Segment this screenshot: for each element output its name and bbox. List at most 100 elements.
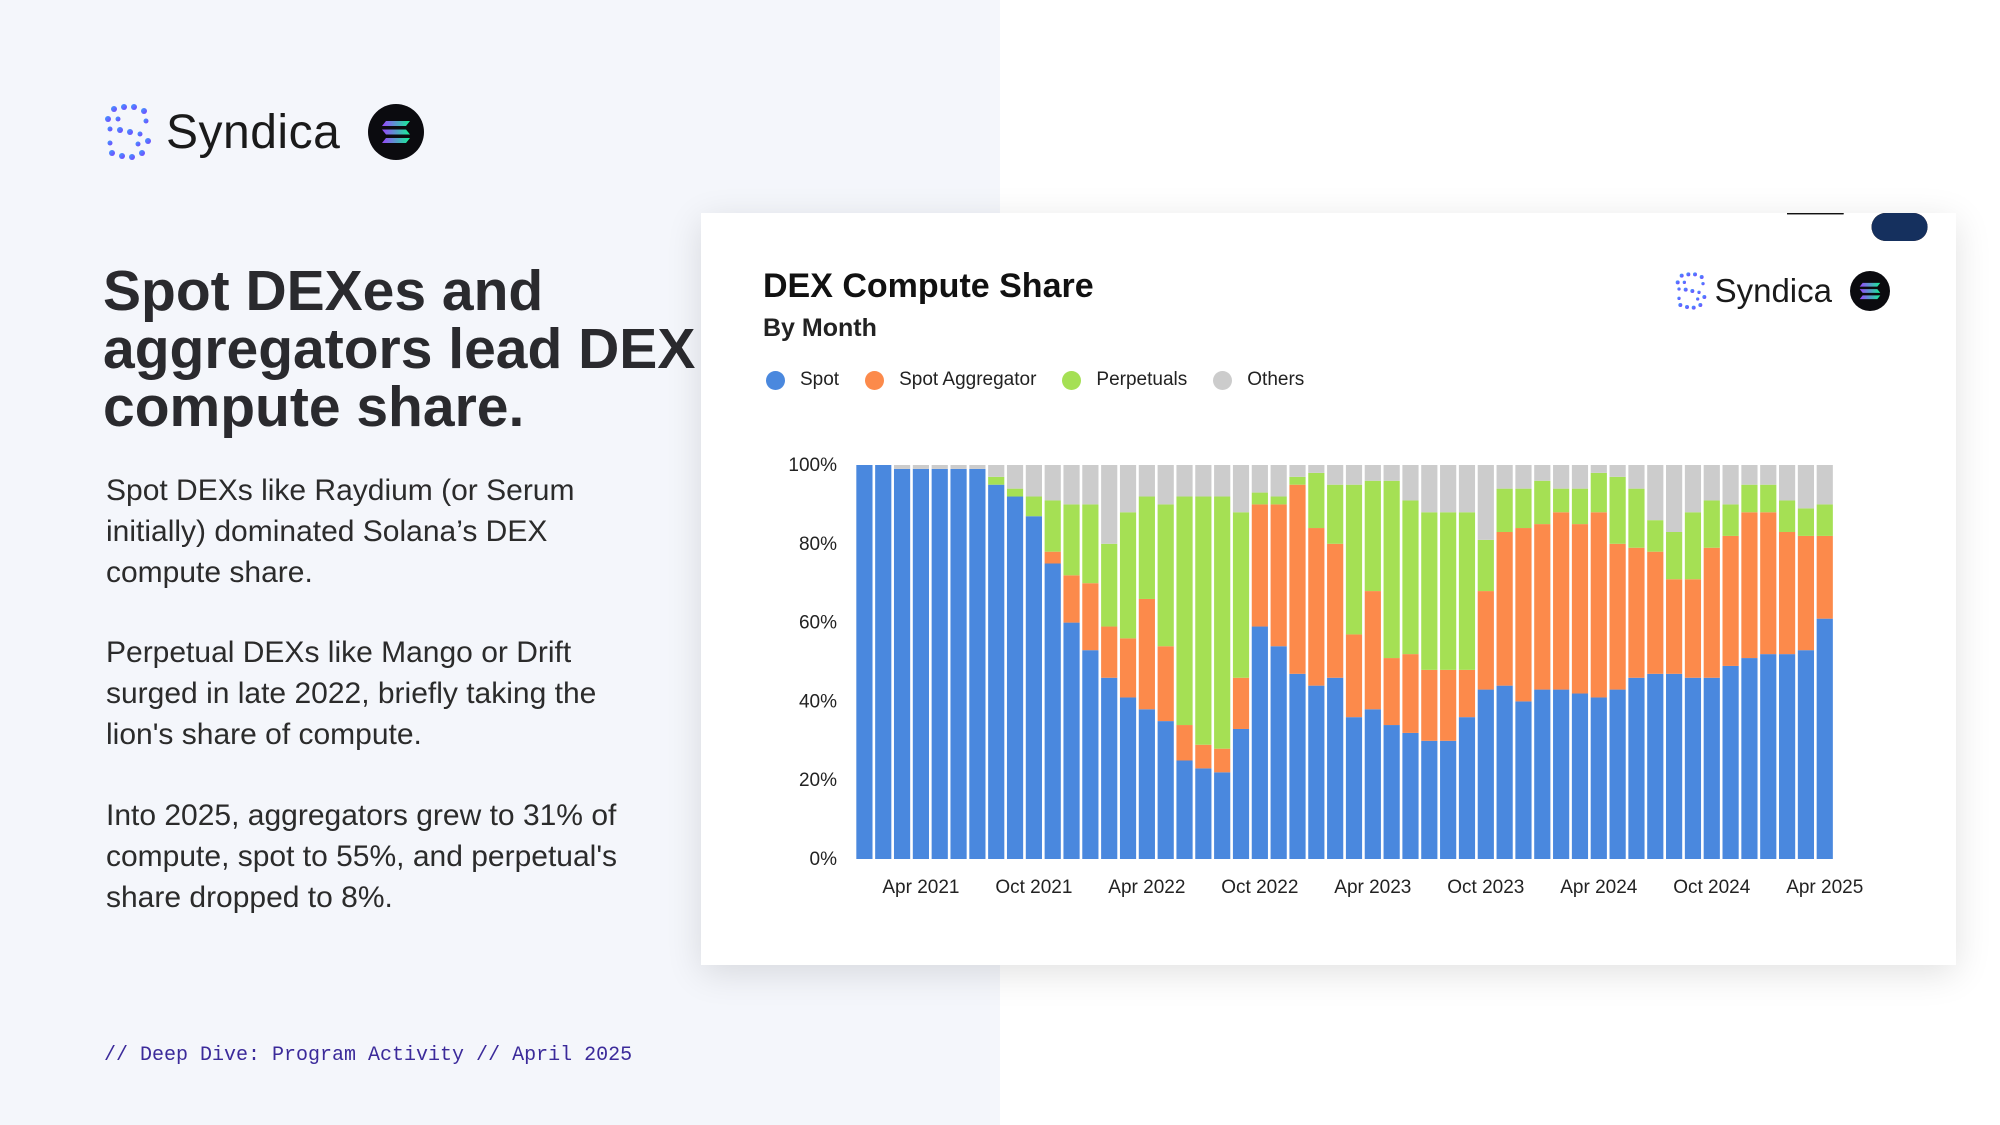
bar-others	[1722, 465, 1739, 505]
legend-item-perpetuals[interactable]: Perpetuals	[1062, 369, 1187, 391]
bar-spot	[988, 484, 1005, 859]
y-tick-label: 100%	[788, 455, 837, 476]
bar-spot-aggregator	[1044, 551, 1061, 564]
bar-spot	[1496, 685, 1513, 859]
bar-others	[1214, 465, 1231, 497]
bar-spot-aggregator	[1760, 512, 1777, 655]
footer-caption: // Deep Dive: Program Activity // April …	[104, 1044, 633, 1067]
bar-others	[1308, 465, 1325, 473]
bar-spot-aggregator	[1195, 744, 1212, 769]
bar-spot-aggregator	[1647, 551, 1664, 674]
bar-spot	[1006, 496, 1024, 859]
bar-spot	[1666, 673, 1683, 859]
bar-spot	[1195, 768, 1212, 859]
bar-others	[1647, 465, 1664, 521]
bar-others	[931, 465, 948, 469]
bar-perpetuals	[1609, 476, 1626, 544]
x-tick-label: Oct 2022	[1221, 877, 1298, 898]
bar-others	[1364, 465, 1381, 481]
end-label-text: 55%	[1883, 213, 1917, 217]
bar-others	[1590, 465, 1607, 473]
bar-perpetuals	[1590, 472, 1607, 513]
bar-others	[988, 465, 1005, 477]
paragraph-perpetuals: Perpetual DEXs like Mango or Drift surge…	[106, 636, 597, 751]
bar-perpetuals	[1006, 488, 1024, 497]
x-tick-label: Apr 2022	[1108, 877, 1185, 898]
bar-others	[1666, 465, 1683, 532]
bar-spot-aggregator	[1214, 748, 1231, 773]
stacked-bar-chart: 0% 20% 40% 60% 80% 100% Apr 2021 Oct 2021 Apr 20…	[701, 213, 1928, 898]
bar-spot-aggregator	[1345, 634, 1363, 718]
bar-spot	[856, 465, 873, 859]
bar-perpetuals	[1647, 520, 1664, 552]
bar-spot-aggregator	[1101, 626, 1118, 678]
y-tick-label: 80%	[799, 534, 837, 555]
bar-spot	[1703, 677, 1720, 859]
bar-others	[1609, 465, 1626, 477]
bar-spot	[1383, 725, 1400, 859]
bar-spot-aggregator	[1797, 535, 1815, 651]
bar-perpetuals	[1421, 512, 1438, 670]
bar-spot-aggregator	[1609, 543, 1626, 690]
bar-perpetuals	[1722, 504, 1739, 536]
bar-others	[969, 465, 986, 469]
bar-spot	[893, 468, 911, 859]
bar-perpetuals	[1571, 488, 1589, 525]
bar-spot	[969, 468, 986, 859]
bar-spot-aggregator	[1496, 531, 1513, 686]
y-tick-label: 60%	[799, 613, 837, 634]
legend-item-spot[interactable]: Spot	[766, 369, 839, 391]
bar-others	[1157, 465, 1174, 505]
bar-spot	[1364, 709, 1381, 859]
card-brand-name: Syndica	[1714, 272, 1832, 309]
chart-card: DEX Compute Share By Month Syndica Spot	[701, 213, 1956, 965]
bar-others	[1421, 465, 1438, 513]
bar-spot-aggregator	[1571, 524, 1589, 694]
bar-perpetuals	[1327, 484, 1344, 544]
bar-spot-aggregator	[1590, 512, 1607, 698]
x-tick-label: Oct 2021	[995, 877, 1072, 898]
bar-spot-aggregator	[1364, 591, 1381, 710]
bar-spot	[1402, 732, 1419, 859]
bar-spot	[1684, 677, 1702, 859]
bar-spot-aggregator	[1458, 669, 1476, 718]
bar-others	[1741, 465, 1758, 485]
legend-label: Spot	[800, 369, 840, 390]
bar-others	[1138, 465, 1155, 497]
legend-swatch-perpetuals	[1062, 370, 1082, 390]
bar-spot	[1741, 658, 1758, 859]
bar-others	[1440, 465, 1457, 513]
legend-swatch-spot-aggregator	[865, 370, 885, 390]
bar-spot-aggregator	[1703, 547, 1720, 678]
x-tick-label: Oct 2024	[1673, 877, 1751, 898]
bar-spot-aggregator	[1421, 669, 1438, 741]
bar-spot-aggregator	[1308, 528, 1325, 686]
bar-others	[1703, 465, 1720, 501]
syndica-logo-icon	[105, 104, 151, 160]
bar-spot-aggregator	[1440, 669, 1457, 741]
bar-others	[1477, 465, 1494, 540]
bar-others	[1327, 465, 1344, 485]
bar-spot	[875, 465, 892, 859]
x-tick-label: Apr 2024	[1560, 877, 1638, 898]
x-tick-label: Oct 2023	[1447, 877, 1524, 898]
bar-spot	[1157, 721, 1174, 859]
bar-spot-aggregator	[1232, 677, 1250, 729]
bar-spot	[1571, 693, 1589, 859]
legend-item-others[interactable]: Others	[1213, 369, 1304, 391]
bar-perpetuals	[988, 476, 1005, 485]
chart-legend: Spot Spot Aggregator Perpetuals Others	[766, 369, 1330, 391]
bar-perpetuals	[1383, 480, 1400, 659]
bar-spot	[1063, 622, 1080, 859]
bar-others	[1101, 465, 1118, 544]
x-tick-label: Apr 2021	[882, 877, 959, 898]
legend-label: Spot Aggregator	[899, 369, 1037, 390]
bar-others	[1063, 465, 1080, 505]
solana-logo-icon	[368, 104, 425, 160]
bar-others	[1025, 465, 1042, 497]
bar-perpetuals	[1741, 484, 1758, 513]
bar-perpetuals	[1440, 512, 1457, 670]
bar-spot-aggregator	[1402, 654, 1419, 733]
brand-name: Syndica	[166, 105, 341, 159]
legend-item-spot-aggregator[interactable]: Spot Aggregator	[865, 369, 1036, 391]
